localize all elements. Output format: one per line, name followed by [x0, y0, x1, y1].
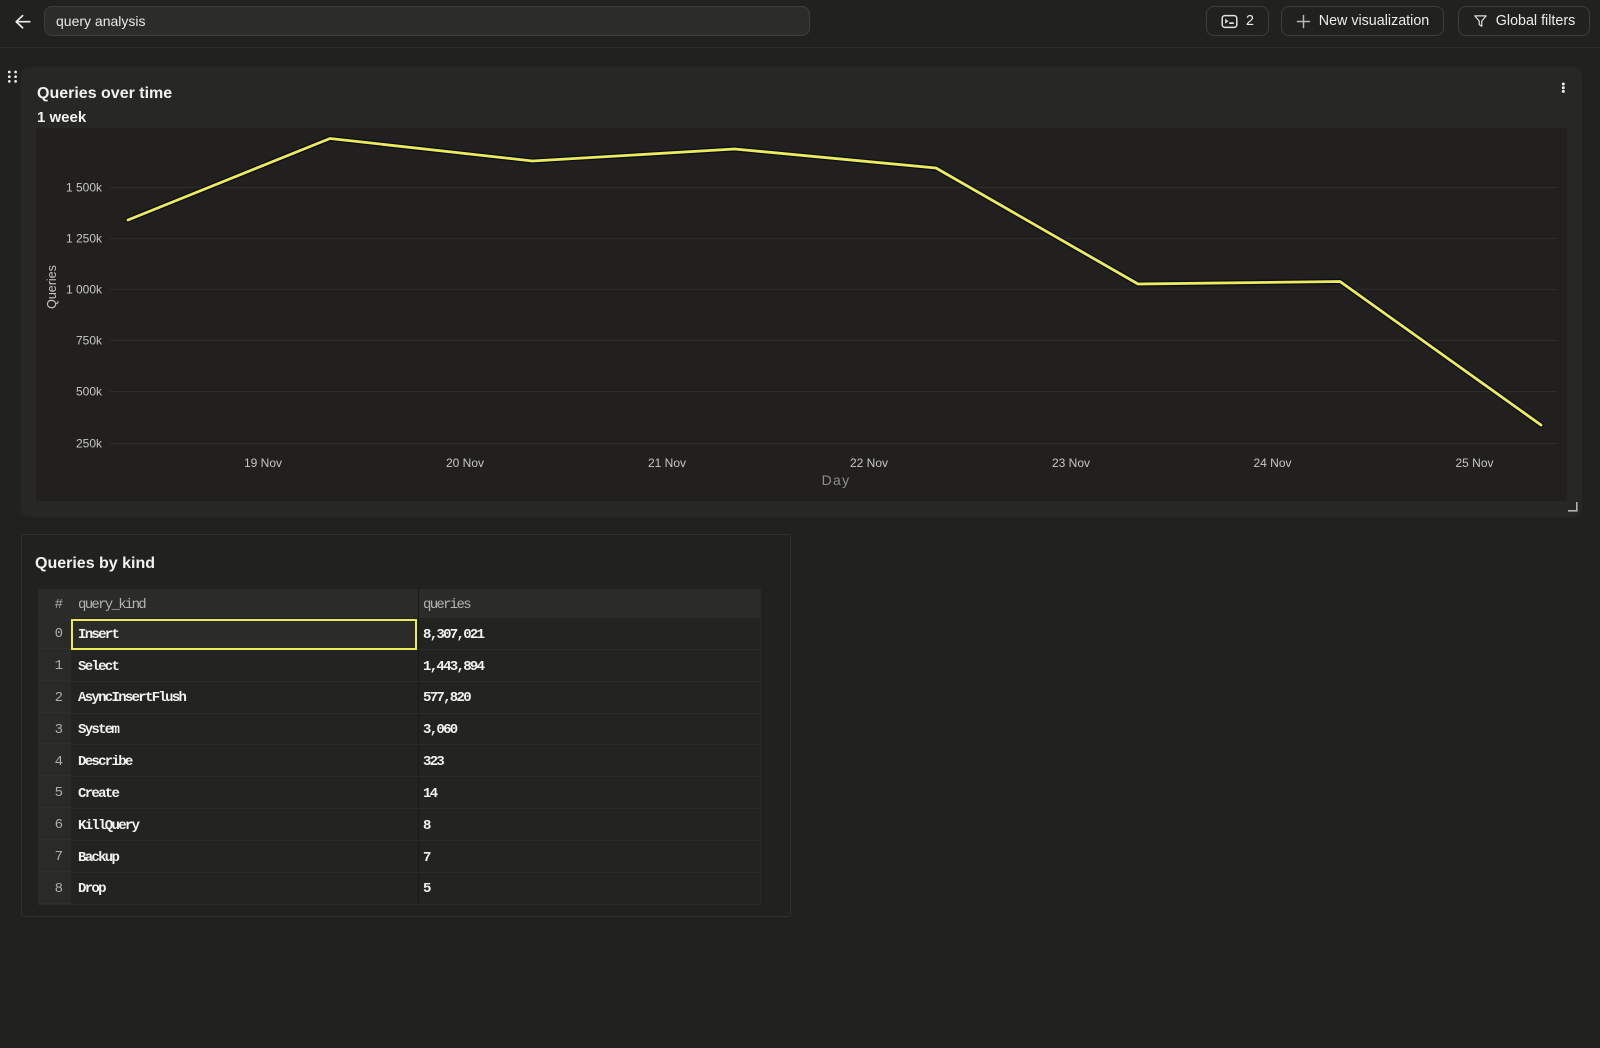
svg-text:Queries: Queries [45, 265, 59, 309]
svg-text:250k: 250k [76, 437, 103, 451]
svg-text:500k: 500k [76, 385, 103, 399]
svg-text:25 Nov: 25 Nov [1455, 456, 1493, 470]
svg-text:1 000k: 1 000k [66, 283, 103, 297]
svg-text:23 Nov: 23 Nov [1052, 456, 1090, 470]
svg-text:Day: Day [822, 472, 851, 488]
svg-text:19 Nov: 19 Nov [244, 456, 282, 470]
svg-text:22 Nov: 22 Nov [850, 456, 888, 470]
svg-text:21 Nov: 21 Nov [648, 456, 686, 470]
svg-text:20 Nov: 20 Nov [446, 456, 484, 470]
svg-text:750k: 750k [76, 334, 103, 348]
svg-text:24 Nov: 24 Nov [1253, 456, 1291, 470]
svg-text:1 250k: 1 250k [66, 232, 103, 246]
svg-text:1 500k: 1 500k [66, 181, 103, 195]
